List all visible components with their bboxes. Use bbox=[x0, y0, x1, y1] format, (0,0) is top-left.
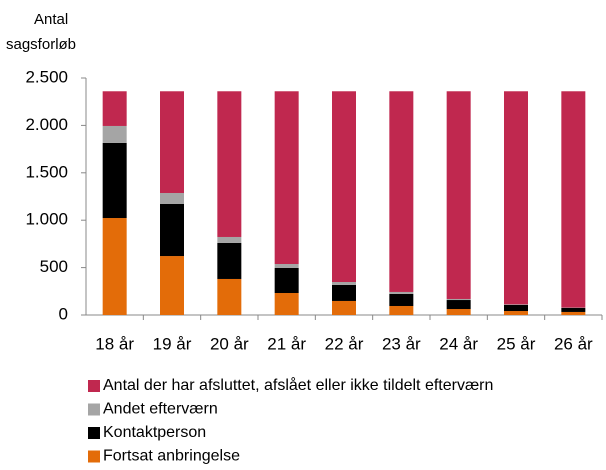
bar-segment bbox=[217, 91, 242, 237]
x-tick-label: 23 år bbox=[382, 334, 421, 353]
bar-segment bbox=[389, 91, 414, 292]
legend-swatch bbox=[88, 380, 100, 392]
bar-segment bbox=[504, 304, 528, 305]
y-tick-label: 2.000 bbox=[25, 115, 68, 134]
bar-segment bbox=[504, 311, 528, 315]
x-tick-label: 21 år bbox=[267, 334, 306, 353]
legend-label: Fortsat anbringelse bbox=[103, 448, 240, 465]
bar-segment bbox=[504, 91, 528, 305]
x-tick-label: 26 år bbox=[554, 334, 593, 353]
bar-segment bbox=[446, 298, 471, 301]
bar-segment bbox=[389, 305, 414, 315]
x-tick-label: 24 år bbox=[439, 334, 478, 353]
bar-segment bbox=[332, 91, 356, 283]
bar-segment bbox=[274, 263, 299, 268]
bar-segment bbox=[446, 300, 471, 310]
bar-segment bbox=[160, 256, 184, 315]
bar-segment bbox=[102, 91, 127, 126]
bar-segment bbox=[274, 293, 299, 315]
bar-segment bbox=[561, 311, 586, 315]
legend-swatch bbox=[88, 403, 100, 416]
bar-segment bbox=[274, 267, 299, 294]
bar-segment bbox=[217, 236, 242, 243]
legend-label: Antal der har afsluttet, afslået eller i… bbox=[103, 376, 493, 394]
legend-swatch bbox=[88, 450, 100, 463]
bar-segment bbox=[561, 91, 586, 308]
x-tick-label: 20 år bbox=[210, 334, 249, 353]
bar-segment bbox=[389, 291, 414, 294]
bar-segment bbox=[446, 91, 471, 299]
bar-segment bbox=[102, 218, 127, 315]
bar-segment bbox=[160, 192, 184, 204]
x-tick-label: 18 år bbox=[95, 334, 134, 353]
bar-segment bbox=[160, 203, 184, 257]
legend-label: Kontaktperson bbox=[103, 424, 206, 441]
bar-segment bbox=[332, 300, 356, 315]
bar-segment bbox=[561, 307, 586, 312]
bar-segment bbox=[332, 282, 356, 285]
bar-segment bbox=[274, 91, 299, 264]
bar-segment bbox=[332, 284, 356, 301]
y-tick-label: 1.500 bbox=[25, 162, 68, 181]
x-tick-label: 25 år bbox=[497, 334, 536, 353]
bar-segment bbox=[160, 91, 184, 193]
bar-segment bbox=[102, 142, 127, 219]
y-tick-label: 1.000 bbox=[25, 210, 68, 229]
y-axis-title: sagsforløb bbox=[6, 36, 76, 53]
bar-segment bbox=[504, 304, 528, 312]
y-tick-label: 2.500 bbox=[25, 67, 68, 86]
bar-segment bbox=[446, 309, 471, 315]
bar-segment bbox=[217, 242, 242, 279]
x-tick-label: 22 år bbox=[325, 334, 364, 353]
x-tick-label: 19 år bbox=[153, 334, 192, 353]
bar-segment bbox=[217, 278, 242, 315]
bar-segment bbox=[102, 125, 127, 143]
y-axis-title: Antal bbox=[34, 11, 68, 28]
bar-segment bbox=[389, 293, 414, 306]
legend-swatch bbox=[88, 427, 100, 439]
legend-label: Andet efterværn bbox=[103, 401, 218, 418]
y-tick-label: 500 bbox=[40, 257, 68, 276]
y-tick-label: 0 bbox=[59, 304, 68, 323]
